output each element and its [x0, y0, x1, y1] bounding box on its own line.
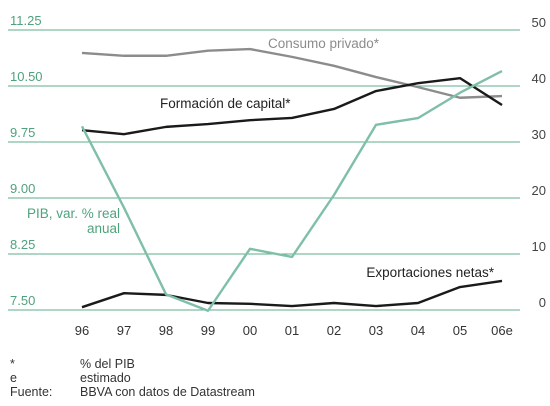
y2-tick-label: 40 — [532, 71, 546, 86]
series-line — [80, 70, 503, 312]
footnote-key: * — [10, 357, 15, 371]
x-tick-label: 03 — [369, 323, 383, 338]
y-tick-label: 8.25 — [10, 237, 35, 252]
y2-tick-label: 30 — [532, 127, 546, 142]
series-label: PIB, var. % real anual — [26, 206, 120, 236]
footnote-key: e — [10, 371, 17, 385]
y-tick-label: 9.75 — [10, 125, 35, 140]
series-label: Formación de capital* — [160, 96, 291, 111]
y2-tick-label: 50 — [532, 15, 546, 30]
series-line — [81, 76, 503, 136]
series-label-box: PIB, var. % real anual — [26, 206, 120, 236]
y-tick-label: 11.25 — [10, 13, 42, 28]
x-tick-label: 06e — [491, 323, 513, 338]
footnote-text: BBVA con datos de Datastream — [80, 385, 255, 399]
footnote-key: Fuente: — [10, 385, 52, 399]
series-label: Consumo privado* — [268, 36, 380, 51]
y-tick-label: 9.00 — [10, 181, 35, 196]
x-tick-label: 98 — [159, 323, 173, 338]
x-tick-label: 01 — [285, 323, 299, 338]
x-tick-label: 97 — [117, 323, 131, 338]
y-tick-label: 7.50 — [10, 293, 35, 308]
y-tick-label: 10.50 — [10, 69, 43, 84]
y2-tick-label: 0 — [539, 295, 546, 310]
x-tick-label: 05 — [453, 323, 467, 338]
x-tick-label: 99 — [201, 323, 215, 338]
series-line — [81, 47, 503, 99]
footnote-text: % del PIB — [80, 357, 135, 371]
series-label: Exportaciones netas* — [366, 265, 494, 280]
x-tick-label: 96 — [75, 323, 89, 338]
x-tick-label: 00 — [243, 323, 257, 338]
series-line — [81, 279, 503, 309]
y2-tick-label: 10 — [532, 239, 546, 254]
y2-tick-label: 20 — [532, 183, 546, 198]
x-tick-label: 02 — [327, 323, 341, 338]
x-tick-label: 04 — [411, 323, 425, 338]
footnote-text: estimado — [80, 371, 131, 385]
